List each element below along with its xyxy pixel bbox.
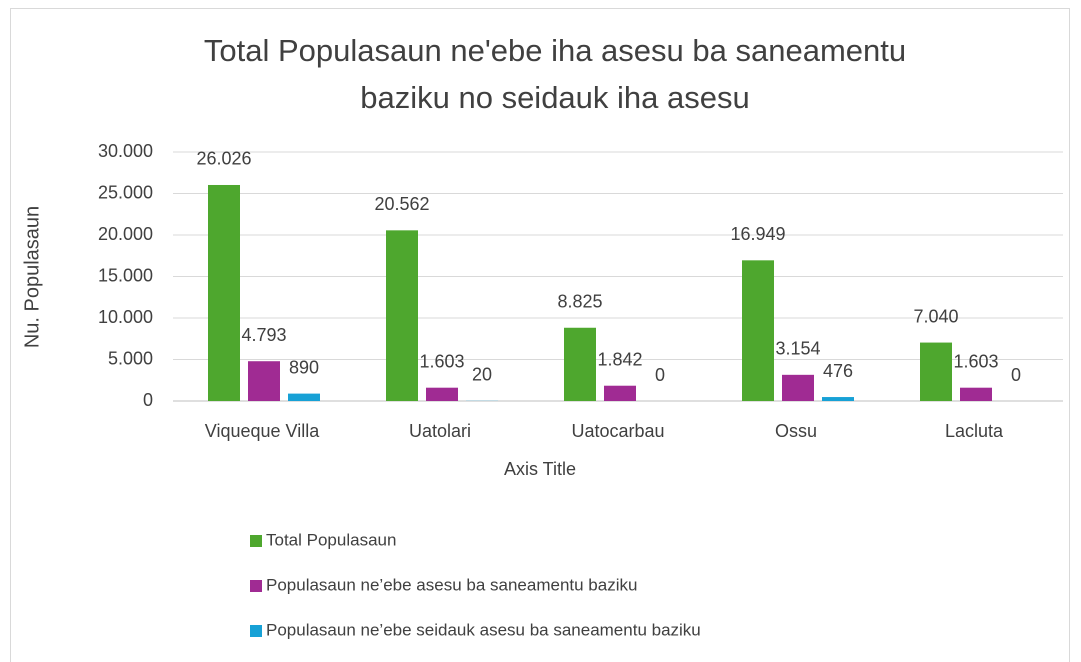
bar <box>604 385 636 401</box>
bar <box>248 361 280 401</box>
chart-title: Total Populasaun ne'ebe iha asesu ba san… <box>204 33 906 68</box>
data-label: 7.040 <box>913 306 958 326</box>
bar <box>822 397 854 401</box>
data-label: 476 <box>823 361 853 381</box>
x-tick-label: Ossu <box>775 421 817 441</box>
bar <box>208 184 240 401</box>
y-tick-label: 15.000 <box>98 265 153 285</box>
y-axis-title: Nu. Populasaun <box>21 206 43 348</box>
data-label: 20.562 <box>374 194 429 214</box>
data-label: 0 <box>1011 365 1021 385</box>
chart-border <box>10 8 1070 662</box>
data-label: 1.603 <box>419 351 464 371</box>
legend-label: Total Populasaun <box>266 530 396 549</box>
bar <box>386 230 418 401</box>
bar <box>288 393 320 401</box>
data-label: 1.842 <box>597 349 642 369</box>
y-tick-label: 0 <box>143 390 153 410</box>
bar <box>960 387 992 401</box>
data-label: 20 <box>472 365 492 385</box>
data-label: 1.603 <box>953 351 998 371</box>
bar <box>564 327 596 401</box>
x-tick-label: Uatolari <box>409 421 471 441</box>
bar <box>742 260 774 401</box>
x-tick-label: Lacluta <box>945 421 1004 441</box>
bar <box>782 374 814 401</box>
data-label: 26.026 <box>196 149 251 169</box>
data-label: 0 <box>655 365 665 385</box>
bar <box>920 342 952 401</box>
legend-label: Populasaun ne’ebe asesu ba saneamentu ba… <box>266 575 637 594</box>
data-label: 890 <box>289 357 319 377</box>
data-label: 4.793 <box>241 325 286 345</box>
data-label: 3.154 <box>775 339 820 359</box>
legend-label: Populasaun ne’ebe seidauk asesu ba sanea… <box>266 620 701 639</box>
legend-swatch <box>250 580 262 592</box>
x-tick-label: Uatocarbau <box>571 421 664 441</box>
y-tick-label: 25.000 <box>98 182 153 202</box>
y-tick-label: 30.000 <box>98 141 153 161</box>
y-tick-label: 5.000 <box>108 348 153 368</box>
y-tick-label: 20.000 <box>98 224 153 244</box>
bar <box>426 387 458 401</box>
x-tick-label: Viqueque Villa <box>205 421 320 441</box>
data-label: 8.825 <box>557 292 602 312</box>
y-tick-label: 10.000 <box>98 307 153 327</box>
data-label: 16.949 <box>730 224 785 244</box>
legend-swatch <box>250 625 262 637</box>
chart-title: baziku no seidauk iha asesu <box>360 80 749 115</box>
x-axis-title: Axis Title <box>504 459 576 479</box>
legend-swatch <box>250 535 262 547</box>
